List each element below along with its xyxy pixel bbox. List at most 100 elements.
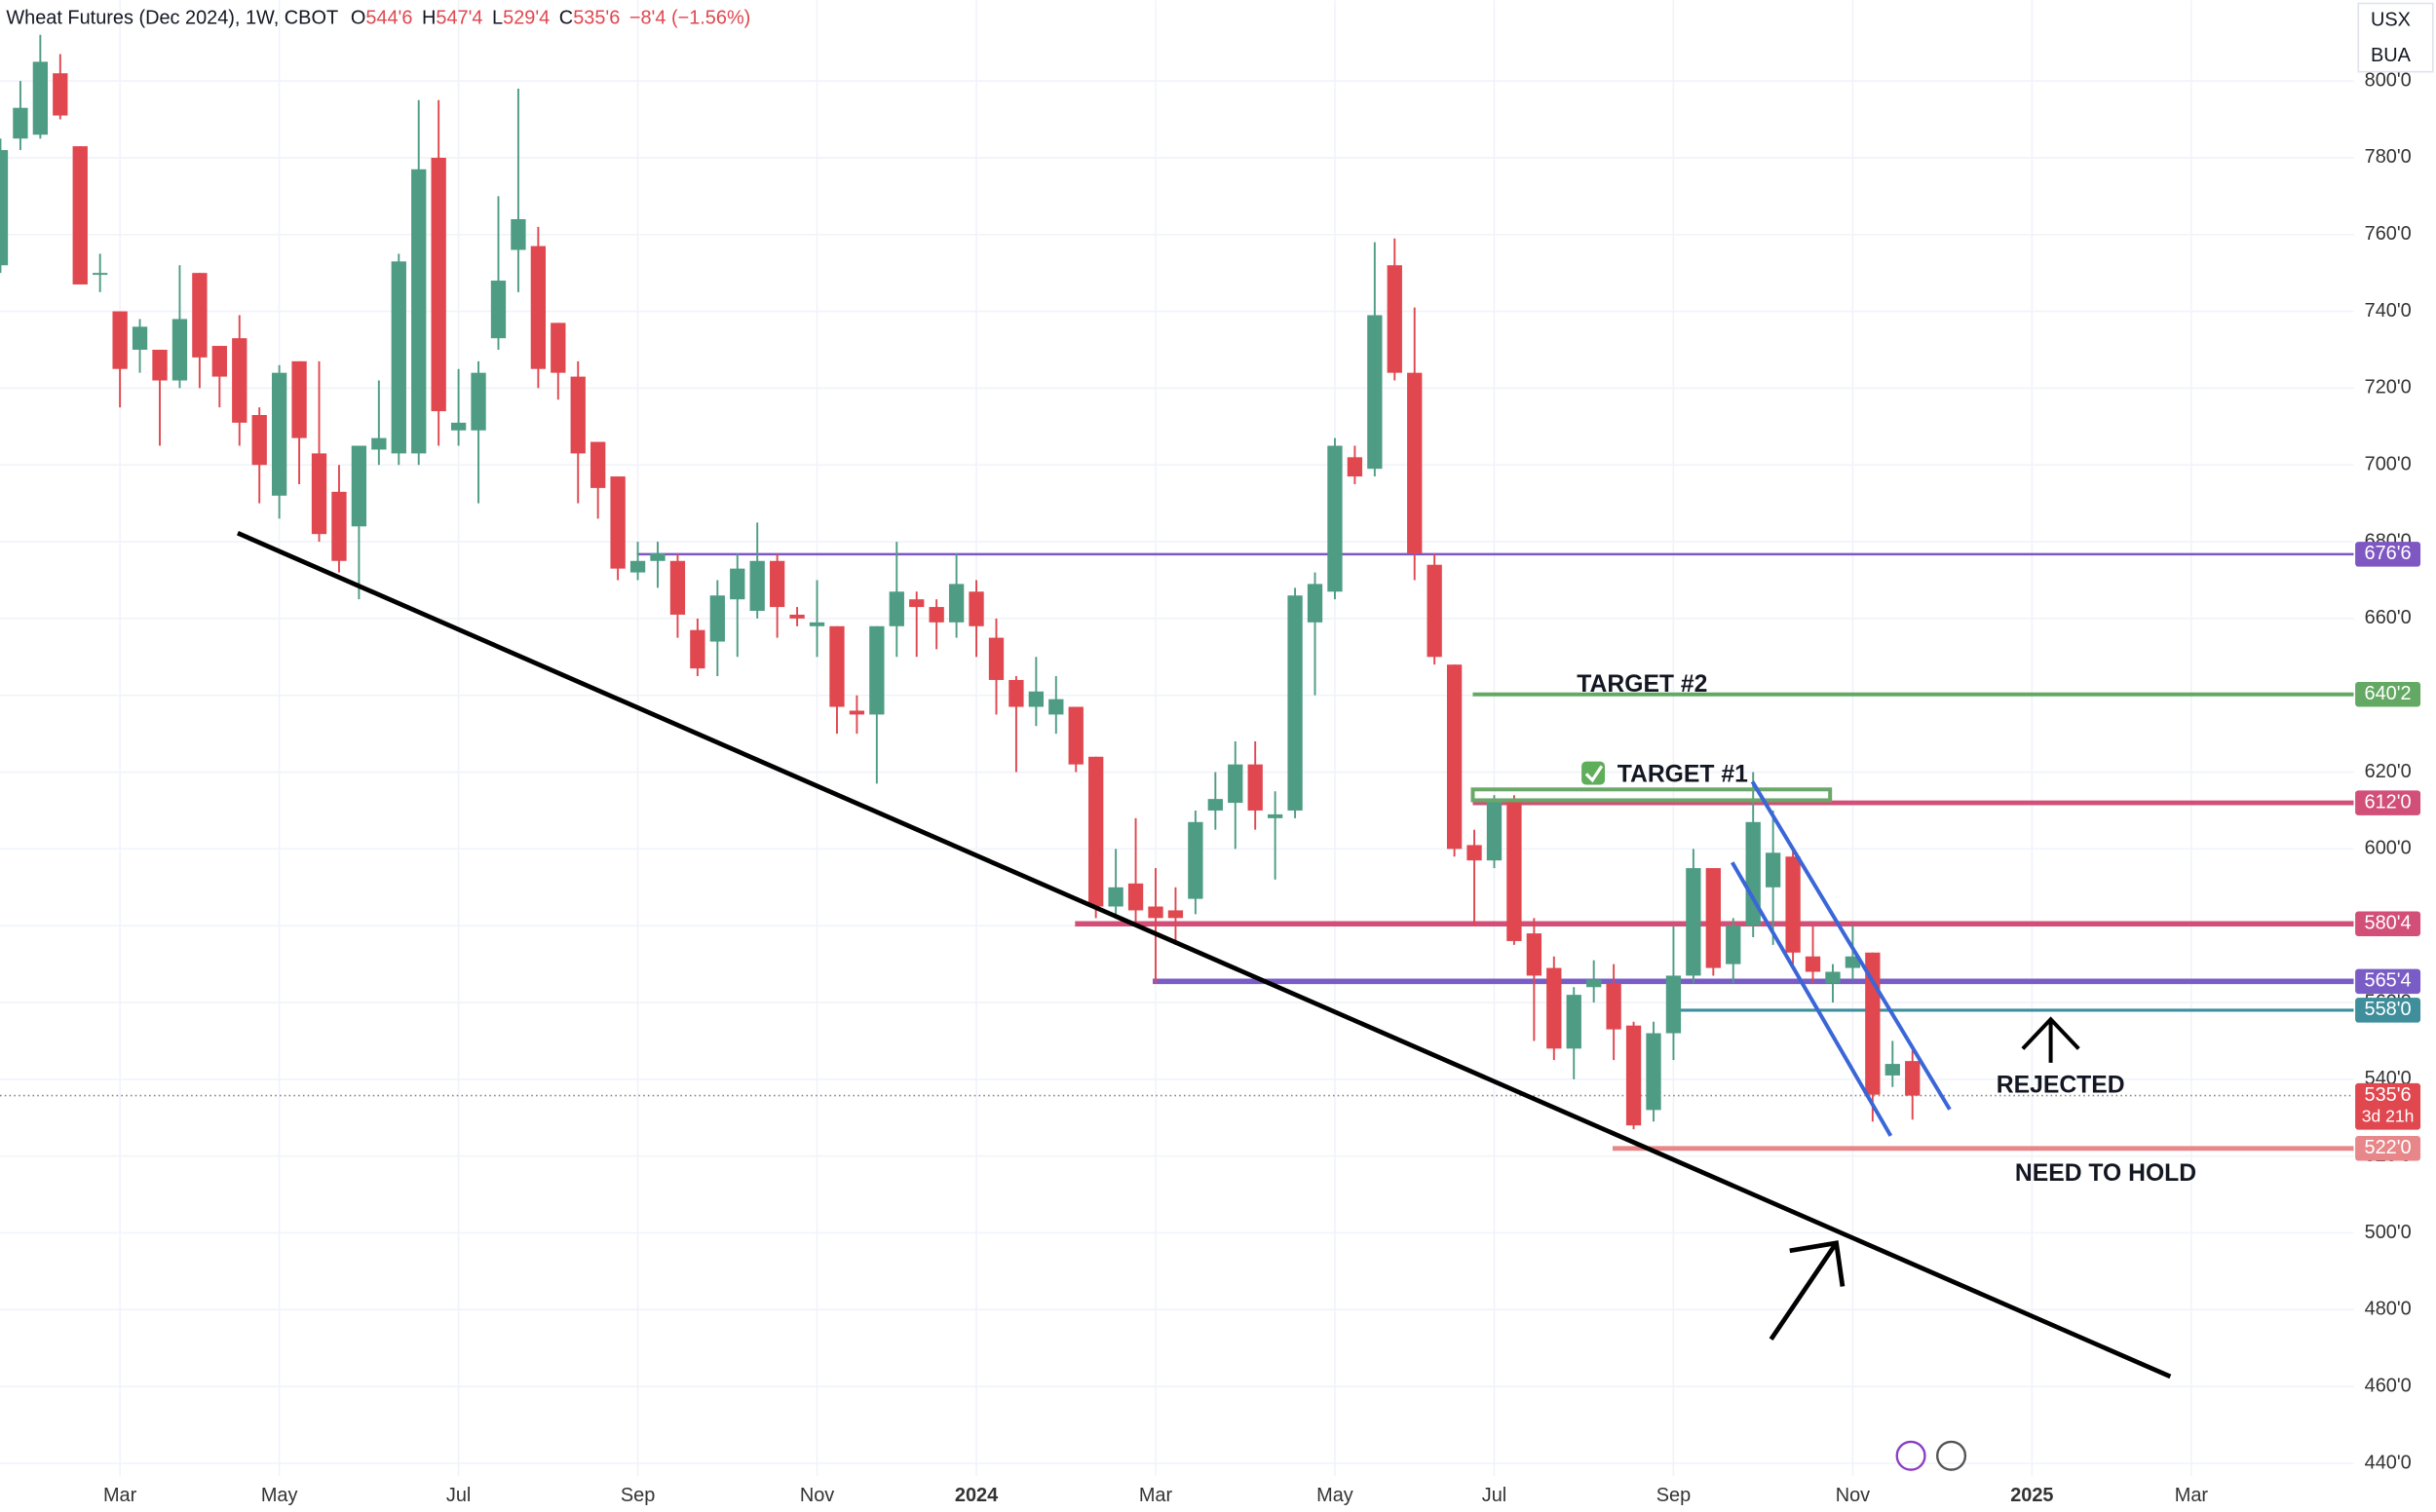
x-tick-label: May <box>1316 1485 1353 1506</box>
candle-body <box>869 625 885 715</box>
candle-body <box>471 372 486 431</box>
candle-body <box>232 338 247 423</box>
candle-body <box>1526 933 1542 976</box>
candle-body <box>391 261 406 454</box>
price-badge-label: 676'6 <box>2365 543 2412 564</box>
candle-body <box>530 246 547 369</box>
candle-body <box>789 614 805 619</box>
quote-key: C <box>559 8 573 29</box>
candle-body <box>1207 799 1223 811</box>
y-tick-label: 480'0 <box>2365 1299 2412 1320</box>
candle-body <box>152 349 168 381</box>
x-tick-label: 2024 <box>955 1485 998 1506</box>
candle-body <box>1845 956 1861 968</box>
price-badge <box>2355 681 2421 707</box>
candle-body <box>1267 813 1283 818</box>
candle-body <box>1407 372 1423 553</box>
candle-body <box>1825 971 1841 984</box>
quote-value: 529'4 <box>503 8 550 29</box>
x-tick-label: Mar <box>103 1485 137 1506</box>
candle-body <box>809 622 825 626</box>
quote-value: 535'6 <box>573 8 620 29</box>
drawings <box>236 531 2172 1471</box>
candle-body <box>1088 756 1104 907</box>
price-badge-label: 612'0 <box>2365 791 2412 813</box>
icon[interactable] <box>1895 1440 1926 1471</box>
grid <box>0 0 2354 1476</box>
unit: USX <box>2371 9 2411 30</box>
candle-body <box>1705 868 1721 968</box>
candle-body <box>969 591 984 626</box>
candle-body <box>291 360 307 438</box>
candle-body <box>551 322 566 373</box>
check-box <box>1581 761 1606 785</box>
candle-body <box>590 441 606 488</box>
x-tick-label: 2025 <box>2010 1485 2053 1506</box>
y-tick-label: 460'0 <box>2365 1375 2412 1396</box>
candle-body <box>1765 852 1781 888</box>
arrow <box>1769 1240 1846 1342</box>
price-badge <box>2355 1136 2421 1161</box>
candle-body <box>1586 979 1602 988</box>
candle-body <box>1546 967 1562 1049</box>
candle-body <box>1686 868 1701 976</box>
candle-body <box>1347 457 1363 477</box>
candle-body <box>1785 856 1801 953</box>
price-badge <box>2355 968 2421 995</box>
candle-body <box>1188 821 1203 899</box>
change: −8'4 (−1.56%) <box>629 8 750 29</box>
candle-body <box>1446 664 1463 850</box>
candle-body <box>371 437 387 450</box>
candle-body <box>749 560 765 612</box>
candle-body <box>1247 764 1263 811</box>
candle-body <box>0 150 9 266</box>
channel-line <box>1750 780 1952 1111</box>
candle-body <box>1566 995 1581 1049</box>
candle-body <box>53 73 68 116</box>
candle-body <box>988 637 1005 680</box>
candle-body <box>769 560 785 608</box>
icon[interactable] <box>1936 1440 1967 1471</box>
y-tick-label: 620'0 <box>2365 761 2412 782</box>
candle-body <box>889 591 904 626</box>
annotation: TARGET #2 <box>1577 671 1707 698</box>
price-badge-label: 640'2 <box>2365 683 2412 704</box>
x-tick-label: May <box>261 1485 298 1506</box>
candle-body <box>351 445 367 527</box>
price-badge-label: 565'4 <box>2365 970 2412 992</box>
y-tick-label: 500'0 <box>2365 1222 2412 1243</box>
levels <box>0 552 2354 1152</box>
candle-body <box>431 157 446 412</box>
candle-body <box>192 273 208 358</box>
candle-body <box>251 414 267 466</box>
annotation: TARGET #1 <box>1618 761 1748 787</box>
y-tick-label: 740'0 <box>2365 300 2412 321</box>
candles <box>0 34 1921 1130</box>
price-axis: 440'0460'0480'0500'0520'0540'0560'0580'0… <box>2353 0 2436 1512</box>
y-tick-label: 780'0 <box>2365 146 2412 168</box>
candle-body <box>1466 845 1482 861</box>
candle-body <box>570 376 586 454</box>
candle-body <box>1665 975 1682 1034</box>
price-badge <box>2355 542 2421 567</box>
y-tick-label: 600'0 <box>2365 838 2412 859</box>
candle-body <box>829 625 845 707</box>
candle-body <box>669 560 686 615</box>
candle-body <box>311 453 327 535</box>
candle-body <box>650 552 666 561</box>
price-badge-label: 535'6 <box>2365 1084 2412 1106</box>
candle-body <box>690 629 705 669</box>
candle-body <box>411 169 427 454</box>
quote-key: H <box>422 8 436 29</box>
x-tick-label: Sep <box>1656 1485 1691 1506</box>
trend-line <box>236 531 2172 1380</box>
arrow <box>2021 1016 2080 1063</box>
candle-body <box>1327 445 1343 592</box>
x-tick-label: Sep <box>621 1485 655 1506</box>
candle-body <box>32 61 49 135</box>
annotation: NEED TO HOLD <box>2015 1160 2196 1187</box>
candle-body <box>1905 1061 1921 1096</box>
candle-body <box>1287 595 1303 811</box>
annotation: REJECTED <box>1997 1072 2125 1098</box>
